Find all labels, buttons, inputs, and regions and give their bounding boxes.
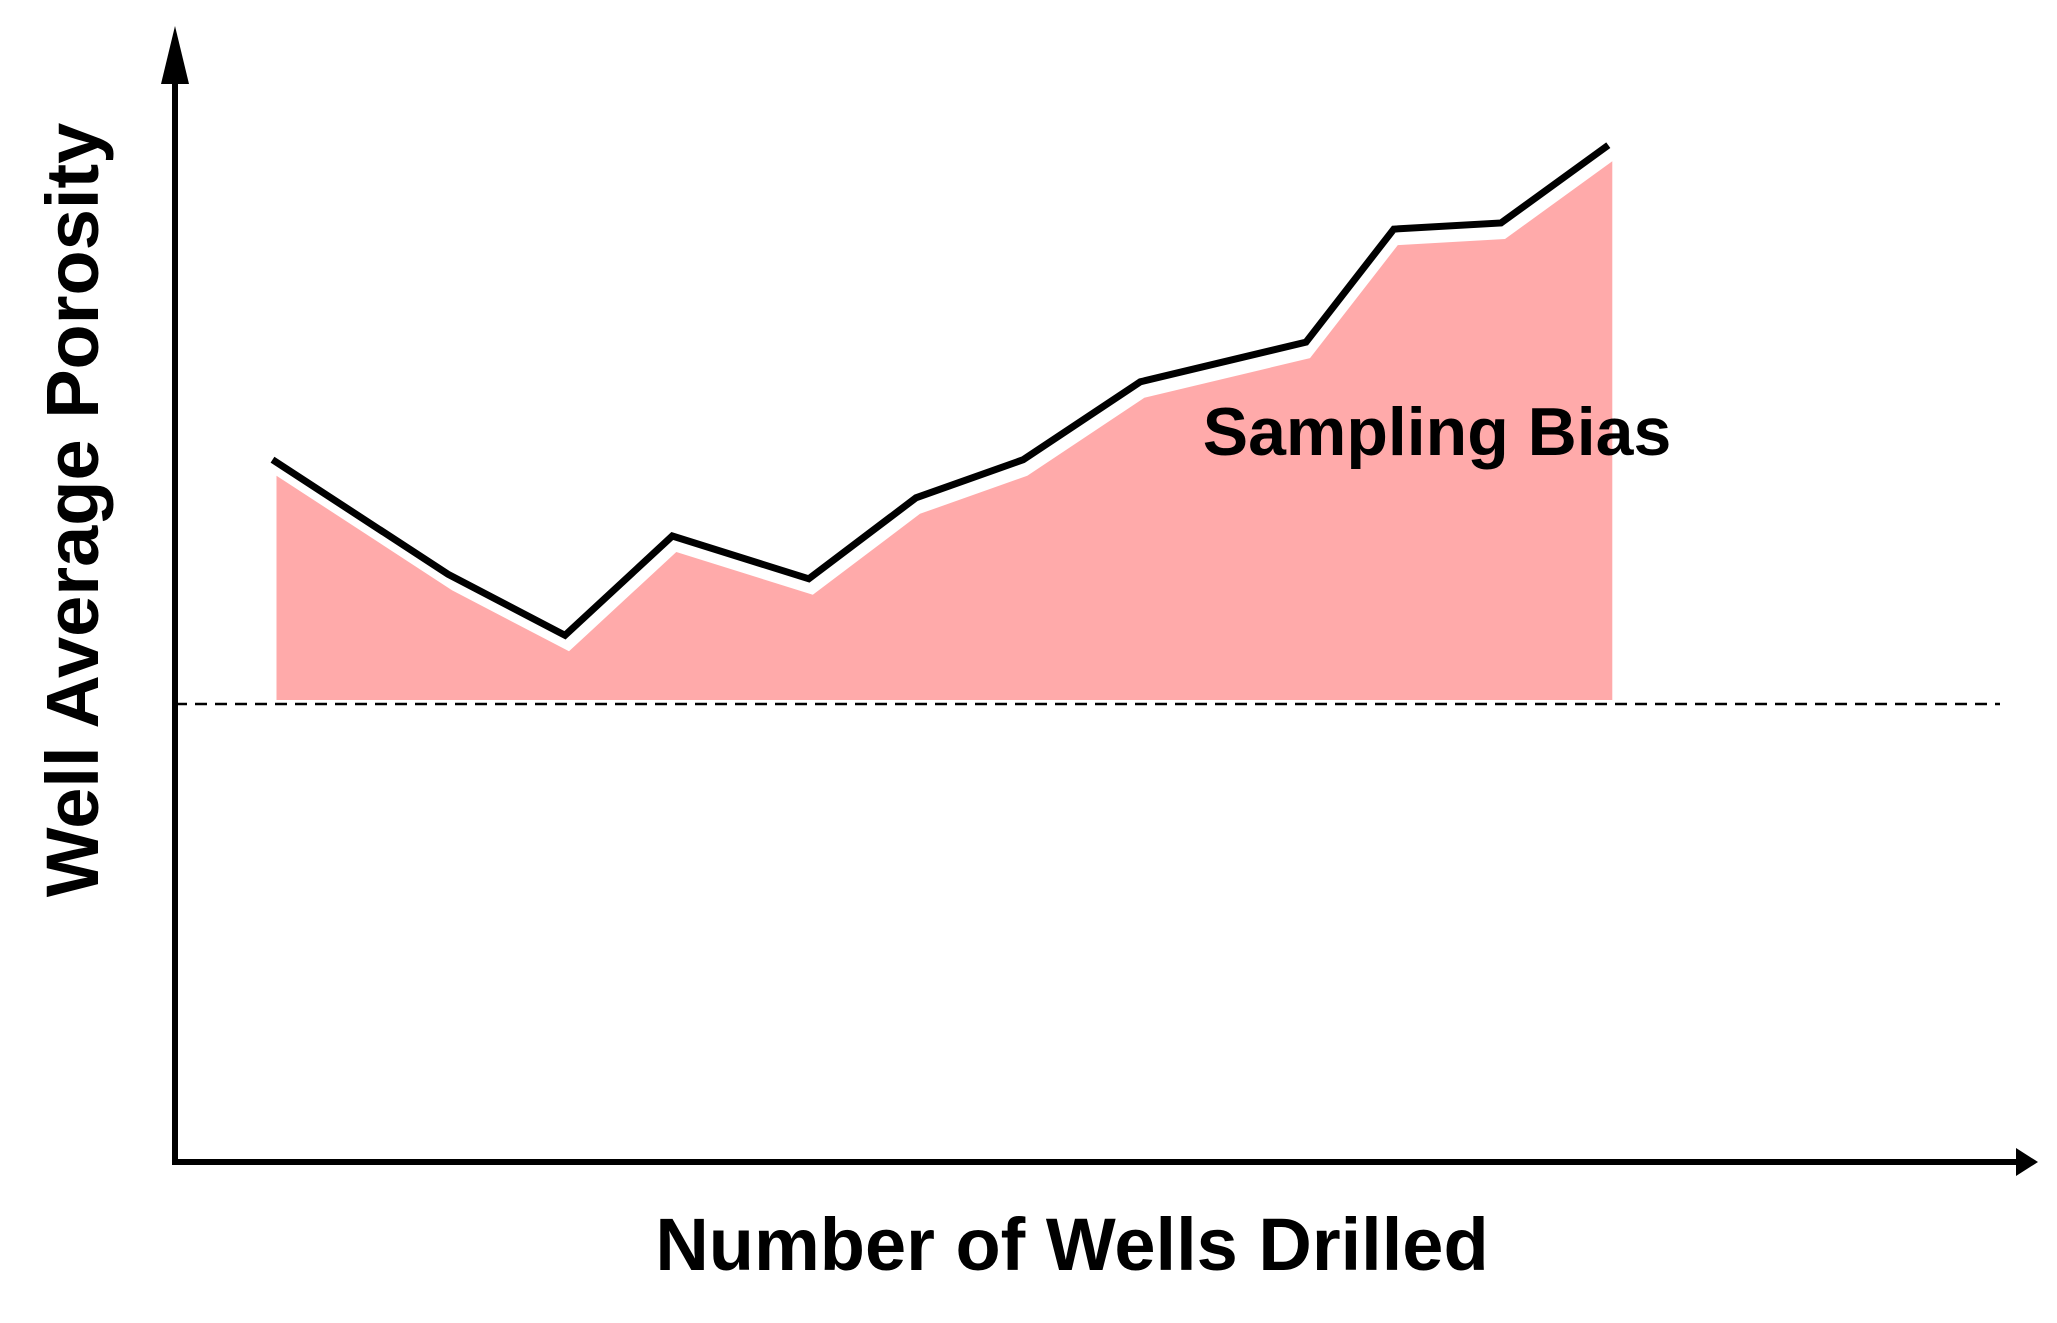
- x-axis-arrowhead: [2016, 1148, 2038, 1176]
- axes: [161, 26, 2038, 1176]
- sampling-bias-area: [276, 161, 1613, 700]
- sampling-bias-area-layer: [276, 161, 1613, 700]
- y-axis-arrowhead: [161, 26, 189, 84]
- x-axis-title: Number of Wells Drilled: [655, 1203, 1488, 1286]
- sampling-bias-annotation: Sampling Bias: [1203, 394, 1672, 470]
- y-axis-title: Well Average Porosity: [31, 123, 114, 898]
- porosity-series-line: [270, 142, 1611, 640]
- series-line-layer: [270, 142, 1611, 640]
